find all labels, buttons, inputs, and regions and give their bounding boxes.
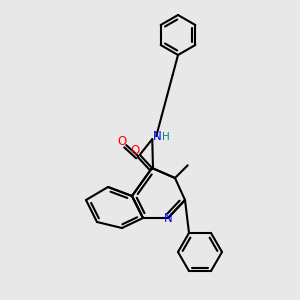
Text: N: N [164,212,172,226]
Text: O: O [118,135,127,148]
Text: O: O [130,143,140,157]
Text: N: N [153,130,162,142]
Text: H: H [162,132,170,142]
